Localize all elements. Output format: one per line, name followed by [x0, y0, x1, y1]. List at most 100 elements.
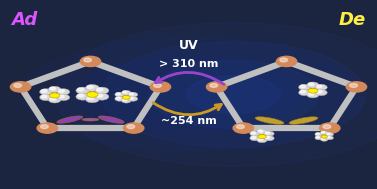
- Circle shape: [316, 136, 319, 138]
- Circle shape: [307, 82, 319, 88]
- Circle shape: [326, 136, 330, 138]
- Circle shape: [264, 136, 274, 141]
- Circle shape: [237, 125, 244, 129]
- Circle shape: [76, 93, 90, 100]
- Circle shape: [41, 125, 48, 129]
- Circle shape: [320, 137, 328, 141]
- Circle shape: [323, 125, 331, 129]
- Circle shape: [48, 86, 61, 93]
- Circle shape: [84, 58, 92, 62]
- Circle shape: [123, 91, 127, 93]
- Circle shape: [250, 131, 260, 136]
- Ellipse shape: [149, 60, 319, 129]
- Circle shape: [257, 138, 267, 143]
- Circle shape: [308, 93, 314, 95]
- Circle shape: [265, 132, 270, 134]
- Circle shape: [40, 89, 52, 95]
- Circle shape: [78, 94, 84, 97]
- Circle shape: [123, 95, 130, 99]
- Circle shape: [57, 94, 70, 101]
- Text: > 310 nm: > 310 nm: [159, 59, 218, 69]
- Circle shape: [86, 96, 99, 103]
- Circle shape: [315, 132, 323, 136]
- Circle shape: [233, 123, 253, 133]
- Circle shape: [150, 82, 170, 92]
- Ellipse shape: [57, 116, 83, 123]
- Circle shape: [128, 92, 138, 97]
- Circle shape: [317, 85, 322, 88]
- Circle shape: [121, 90, 131, 95]
- Ellipse shape: [19, 38, 358, 151]
- Circle shape: [129, 93, 133, 95]
- Ellipse shape: [75, 57, 302, 132]
- Circle shape: [258, 135, 266, 139]
- Circle shape: [87, 97, 93, 100]
- Circle shape: [321, 135, 327, 138]
- Circle shape: [57, 89, 70, 95]
- Circle shape: [41, 95, 47, 98]
- Circle shape: [80, 56, 101, 67]
- Ellipse shape: [102, 42, 366, 147]
- Circle shape: [116, 97, 120, 99]
- Circle shape: [128, 96, 138, 101]
- Ellipse shape: [289, 117, 318, 124]
- Text: UV: UV: [179, 39, 198, 52]
- Circle shape: [299, 90, 311, 96]
- Circle shape: [115, 92, 124, 97]
- Circle shape: [346, 82, 366, 92]
- Circle shape: [123, 99, 127, 101]
- Circle shape: [321, 131, 325, 133]
- Circle shape: [154, 84, 161, 87]
- Circle shape: [315, 90, 327, 96]
- Circle shape: [121, 98, 131, 103]
- Text: ~254 nm: ~254 nm: [161, 116, 216, 126]
- Circle shape: [87, 92, 98, 97]
- Circle shape: [50, 87, 55, 90]
- Circle shape: [251, 132, 256, 134]
- Circle shape: [50, 98, 55, 100]
- Circle shape: [37, 123, 57, 133]
- Circle shape: [11, 82, 31, 92]
- Text: Ad: Ad: [11, 11, 38, 29]
- Ellipse shape: [98, 116, 124, 123]
- Circle shape: [129, 97, 133, 99]
- Circle shape: [87, 85, 93, 88]
- Circle shape: [307, 92, 319, 98]
- Circle shape: [127, 125, 135, 129]
- Circle shape: [300, 90, 305, 93]
- Circle shape: [251, 136, 256, 139]
- Circle shape: [116, 93, 120, 95]
- Circle shape: [276, 56, 297, 67]
- Ellipse shape: [82, 118, 99, 121]
- Circle shape: [317, 90, 322, 93]
- Circle shape: [315, 84, 327, 90]
- Ellipse shape: [255, 117, 284, 124]
- Circle shape: [48, 97, 61, 103]
- Circle shape: [316, 133, 319, 135]
- Circle shape: [14, 84, 21, 87]
- Circle shape: [257, 129, 267, 134]
- Circle shape: [49, 93, 60, 98]
- Circle shape: [265, 136, 270, 139]
- Circle shape: [258, 130, 263, 132]
- Circle shape: [299, 84, 311, 90]
- Circle shape: [115, 96, 124, 101]
- Circle shape: [210, 84, 218, 87]
- Circle shape: [320, 123, 340, 133]
- Circle shape: [76, 87, 90, 94]
- Circle shape: [326, 136, 334, 140]
- Circle shape: [308, 83, 314, 85]
- Ellipse shape: [187, 76, 281, 113]
- Circle shape: [315, 136, 323, 140]
- Circle shape: [300, 85, 305, 88]
- Circle shape: [95, 87, 109, 94]
- Circle shape: [59, 95, 64, 98]
- Circle shape: [326, 132, 334, 136]
- Circle shape: [59, 89, 64, 92]
- Circle shape: [124, 123, 144, 133]
- Circle shape: [280, 58, 288, 62]
- Circle shape: [350, 84, 357, 87]
- Circle shape: [320, 131, 328, 135]
- Circle shape: [41, 89, 47, 92]
- Circle shape: [321, 138, 325, 139]
